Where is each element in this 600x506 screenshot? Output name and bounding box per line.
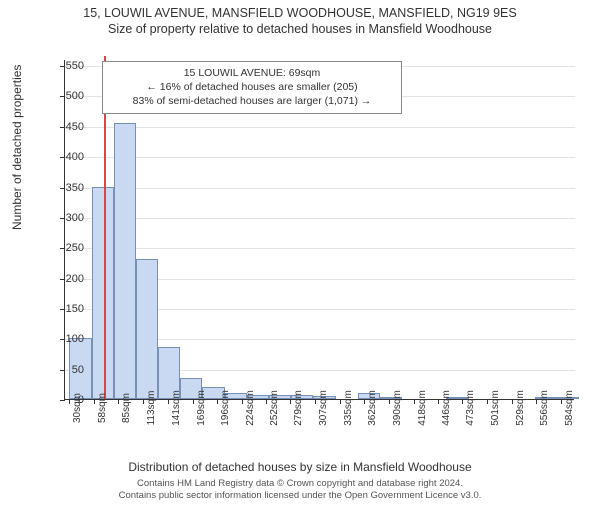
footer-line: Contains public sector information licen… [0, 490, 600, 502]
xtick-mark [487, 399, 488, 404]
gridline [65, 218, 575, 219]
ytick-mark [60, 370, 65, 371]
annotation-line: ← 16% of detached houses are smaller (20… [111, 80, 393, 94]
ytick-mark [60, 188, 65, 189]
ytick-label: 0 [78, 394, 84, 406]
xtick-mark [266, 399, 267, 404]
footer-line: Contains HM Land Registry data © Crown c… [0, 478, 600, 490]
ytick-label: 200 [66, 273, 84, 285]
ytick-label: 450 [66, 121, 84, 133]
xtick-label: 196sqm [220, 390, 231, 426]
chart-title-main: 15, LOUWIL AVENUE, MANSFIELD WOODHOUSE, … [0, 6, 600, 20]
xtick-mark [561, 399, 562, 404]
xtick-mark [315, 399, 316, 404]
annotation-line: 15 LOUWIL AVENUE: 69sqm [111, 66, 393, 80]
xtick-label: 113sqm [146, 391, 157, 426]
xtick-mark [340, 399, 341, 404]
xtick-mark [242, 399, 243, 404]
ytick-mark [60, 157, 65, 158]
ytick-label: 150 [66, 303, 84, 315]
gridline [65, 248, 575, 249]
xtick-label: 85sqm [121, 393, 132, 423]
ytick-label: 50 [72, 364, 84, 376]
ytick-label: 500 [66, 90, 84, 102]
xtick-label: 529sqm [515, 390, 526, 426]
annotation-box: 15 LOUWIL AVENUE: 69sqm← 16% of detached… [102, 61, 402, 114]
gridline [65, 157, 575, 158]
xtick-mark [290, 399, 291, 404]
xtick-label: 390sqm [392, 390, 403, 426]
xtick-mark [462, 399, 463, 404]
xtick-label: 362sqm [367, 390, 378, 426]
xtick-label: 224sqm [245, 390, 256, 426]
ytick-label: 550 [66, 60, 84, 72]
xtick-label: 307sqm [318, 390, 329, 426]
xtick-label: 141sqm [171, 390, 182, 426]
ytick-label: 100 [66, 333, 84, 345]
ytick-mark [60, 218, 65, 219]
ytick-mark [60, 248, 65, 249]
ytick-mark [60, 309, 65, 310]
ytick-label: 350 [66, 182, 84, 194]
xtick-mark [69, 399, 70, 404]
xtick-mark [364, 399, 365, 404]
xtick-label: 584sqm [564, 390, 575, 426]
xtick-label: 335sqm [343, 390, 354, 426]
xtick-mark [438, 399, 439, 404]
chart-container: 15, LOUWIL AVENUE, MANSFIELD WOODHOUSE, … [0, 6, 600, 506]
histogram-bar [114, 123, 136, 399]
ytick-mark [60, 400, 65, 401]
xtick-label: 169sqm [196, 390, 207, 426]
chart-title-sub: Size of property relative to detached ho… [0, 22, 600, 36]
xtick-label: 556sqm [539, 390, 550, 426]
xtick-mark [389, 399, 390, 404]
ytick-label: 300 [66, 212, 84, 224]
xtick-label: 446sqm [441, 390, 452, 426]
ytick-mark [60, 339, 65, 340]
ytick-mark [60, 96, 65, 97]
histogram-bar [92, 187, 114, 400]
footer-attribution: Contains HM Land Registry data © Crown c… [0, 478, 600, 502]
xtick-mark [414, 399, 415, 404]
annotation-line: 83% of semi-detached houses are larger (… [111, 94, 393, 108]
xtick-mark [94, 399, 95, 404]
ytick-label: 250 [66, 242, 84, 254]
ytick-mark [60, 66, 65, 67]
xtick-mark [143, 399, 144, 404]
xtick-label: 252sqm [269, 390, 280, 426]
xtick-label: 58sqm [97, 393, 108, 423]
xtick-label: 473sqm [465, 390, 476, 426]
ytick-mark [60, 279, 65, 280]
ytick-label: 400 [66, 151, 84, 163]
xtick-label: 279sqm [293, 390, 304, 426]
x-axis-title: Distribution of detached houses by size … [0, 460, 600, 474]
gridline [65, 127, 575, 128]
xtick-label: 418sqm [417, 390, 428, 426]
xtick-mark [118, 399, 119, 404]
xtick-mark [217, 399, 218, 404]
gridline [65, 188, 575, 189]
ytick-mark [60, 127, 65, 128]
xtick-mark [193, 399, 194, 404]
xtick-mark [168, 399, 169, 404]
histogram-bar [136, 259, 158, 399]
xtick-mark [512, 399, 513, 404]
y-axis-title: Number of detached properties [10, 65, 24, 230]
xtick-mark [536, 399, 537, 404]
xtick-label: 501sqm [490, 390, 501, 426]
